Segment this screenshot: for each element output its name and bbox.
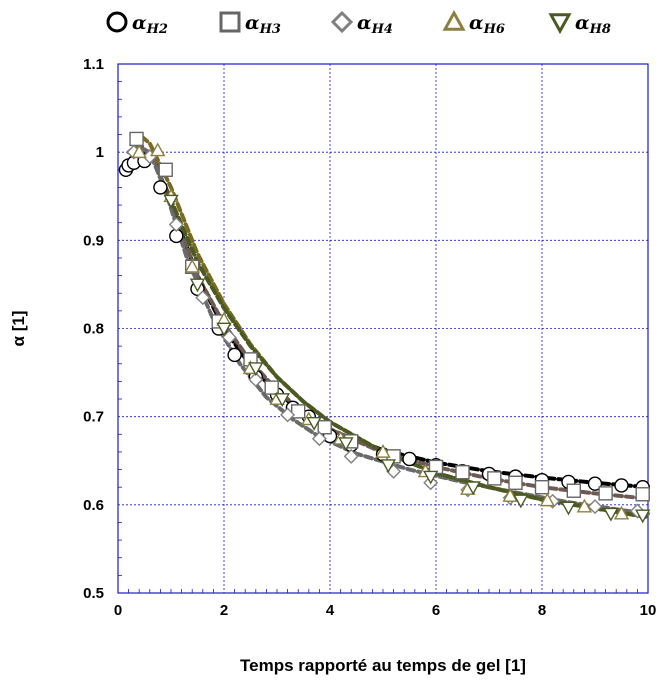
legend-item-h3: αH3 [219,11,281,37]
legend-item-h4: αH4 [330,10,393,37]
point-square [317,420,332,435]
point-square [508,475,523,490]
x-tick-label: 0 [114,602,122,619]
point-diamond [248,372,264,388]
x-tick-label: 10 [640,602,657,619]
point-square [635,487,650,502]
point-triangle-up [613,505,630,520]
point-circle [402,451,417,467]
point-square [534,480,550,495]
point-triangle-up [150,142,166,157]
point-diamond [280,407,296,423]
point-square [598,486,613,501]
x-tick-label: 8 [538,602,546,619]
fit-curve-h3 [126,140,650,501]
point-triangle-down [380,459,396,474]
legend-label: αH4 [357,12,393,37]
legend-label: αH2 [132,12,168,37]
point-triangle-down [423,470,439,485]
point-circle [227,347,242,363]
point-triangle-down [513,494,529,509]
legend: αH2 αH3 αH4 αH6 αH8 [106,9,611,37]
point-square [264,380,279,395]
point-triangle-down [274,393,290,407]
y-tick-label: 0.7 [83,409,104,426]
point-diamond [343,448,359,464]
point-square [455,465,470,480]
data-points [118,131,651,524]
point-circle [587,476,603,491]
point-triangle-down [635,509,651,524]
point-circle [106,11,128,33]
point-triangle-up [442,9,466,31]
fit-curve-h2 [124,149,650,490]
legend-item-h8: αH8 [548,12,611,37]
y-tick-label: 0.9 [83,232,104,249]
x-tick-label: 6 [432,602,440,619]
point-square [291,404,306,419]
point-triangle-down [189,278,206,293]
point-square [566,483,581,498]
series-h8 [163,194,651,524]
series-h3 [129,131,650,502]
y-tick-label: 0.6 [83,497,104,514]
point-diamond [195,290,211,306]
y-tick-labels: 0.5 0.6 0.7 0.8 0.9 1 1.1 [83,56,104,602]
point-triangle-down [306,416,322,431]
y-axis-title: α [1] [9,311,28,347]
point-triangle-down [216,322,232,337]
point-triangle-up [184,258,200,273]
point-circle [614,478,629,493]
point-triangle-up [131,144,147,159]
point-triangle-down [560,501,577,516]
point-triangle-down [548,13,572,35]
legend-label: αH6 [469,12,505,37]
point-triangle-down [338,437,354,452]
legend-label: αH3 [245,12,281,37]
point-diamond [311,431,327,447]
grid [118,64,648,593]
x-tick-label: 4 [326,602,335,619]
point-diamond [168,216,184,232]
point-triangle-down [248,362,264,377]
point-circle [153,180,168,195]
point-triangle-up [502,488,518,502]
legend-item-h2: αH2 [106,11,168,37]
point-square [129,131,144,147]
point-square [487,471,502,486]
point-diamond [330,10,354,34]
series-h2 [118,153,650,495]
x-axis-title: Temps rapporté au temps de gel [1] [240,656,526,675]
point-triangle-up [576,498,593,513]
y-tick-label: 0.8 [83,321,104,338]
legend-label: αH8 [575,12,611,37]
y-tick-label: 1 [96,144,104,161]
point-triangle-down [603,507,619,522]
y-tick-label: 1.1 [83,56,104,73]
plot-area [117,63,649,594]
point-triangle-up [375,443,391,458]
point-square [158,162,173,178]
point-diamond [221,329,237,345]
y-tick-label: 0.5 [83,585,104,602]
point-square [219,11,241,33]
x-tick-labels: 0 2 4 6 8 10 [114,602,657,619]
point-triangle-up [539,492,555,507]
x-tick-label: 2 [220,602,228,619]
point-triangle-down [163,194,179,209]
point-triangle-down [465,481,481,496]
legend-item-h6: αH6 [442,9,505,37]
point-diamond [587,499,603,515]
